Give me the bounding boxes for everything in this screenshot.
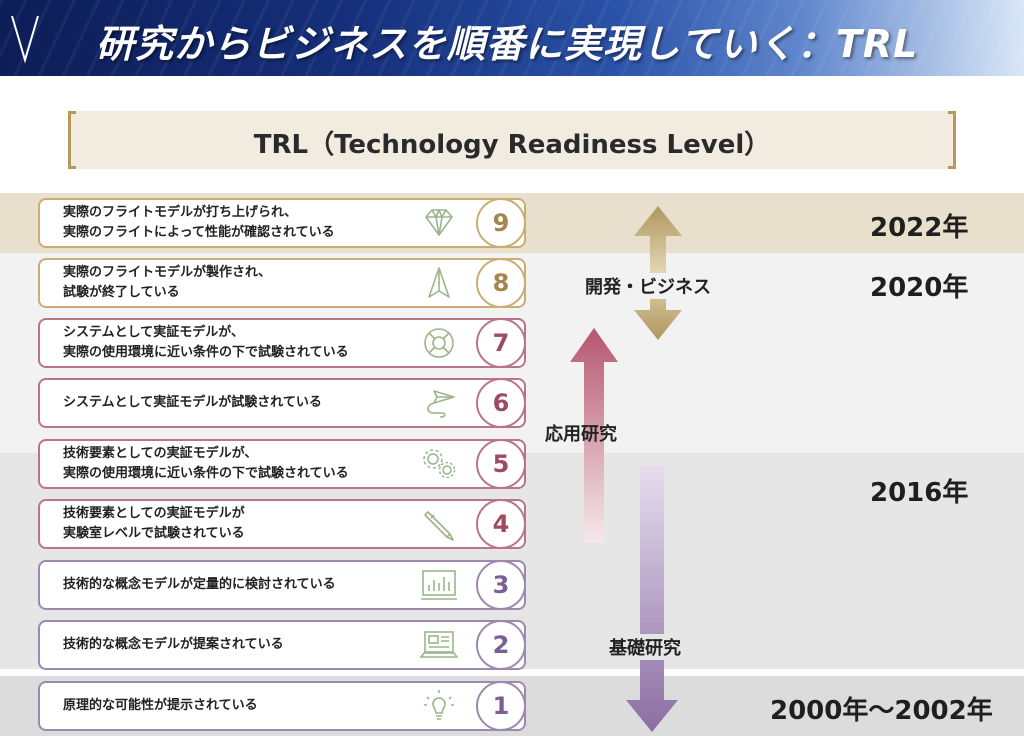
paper-plane-icon (428, 267, 450, 298)
level-number: 5 (476, 439, 526, 489)
trl-level-2: 技術的な概念モデルが提案されている 2 (38, 620, 526, 670)
level-description: 技術要素としての実証モデルが 実験室レベルで試験されている (63, 506, 245, 541)
trl-title-frame: TRL（Technology Readiness Level） (68, 111, 956, 169)
trl-level-5: 技術要素としての実証モデルが、 実際の使用環境に近い条件の下で試験されている 5 (38, 439, 526, 489)
header-banner: 研究からビジネスを順番に実現していく：TRL (0, 0, 1024, 76)
trl-level-6: システムとして実証モデルが試験されている 6 (38, 378, 526, 428)
level-number: 4 (476, 499, 526, 549)
trl-level-7: システムとして実証モデルが、 実際の使用環境に近い条件の下で試験されている 7 (38, 318, 526, 368)
year-2022: 2022年 (870, 213, 969, 243)
phase-label-business: 開発・ビジネス (582, 273, 714, 299)
year-2016: 2016年 (870, 478, 969, 508)
page-title: 研究からビジネスを順番に実現していく：TRL (96, 22, 919, 66)
level-description: 原理的な可能性が提示されている (63, 698, 258, 713)
level-description: 実際のフライトモデルが製作され、 試験が終了している (63, 265, 272, 300)
phase-label-basic: 基礎研究 (606, 634, 684, 660)
send-icon (427, 390, 455, 418)
level-description: 技術的な概念モデルが定量的に検討されている (63, 577, 336, 592)
level-description: 技術的な概念モデルが提案されている (63, 637, 284, 652)
level-number: 3 (476, 560, 526, 610)
slash-mark-icon (11, 15, 39, 64)
level-number: 7 (476, 318, 526, 368)
lifebuoy-icon (424, 328, 454, 358)
basic-research-arrow (626, 466, 678, 732)
level-description: システムとして実証モデルが試験されている (63, 395, 322, 410)
year-2020: 2020年 (870, 273, 969, 303)
diamond-icon (425, 209, 453, 236)
trl-level-9: 実際のフライトモデルが打ち上げられ、 実際のフライトによって性能が確認されている… (38, 198, 526, 248)
level-number: 8 (476, 258, 526, 308)
level-description: システムとして実証モデルが、 実際の使用環境に近い条件の下で試験されている (63, 325, 349, 360)
level-number: 6 (476, 378, 526, 428)
pencil-icon (424, 511, 454, 541)
level-description: 実際のフライトモデルが打ち上げられ、 実際のフライトによって性能が確認されている (63, 205, 335, 240)
laptop-icon (420, 631, 458, 658)
phase-label-applied: 応用研究 (545, 424, 617, 445)
year-2000-2002: 2000年〜2002年 (770, 696, 993, 726)
trl-level-8: 実際のフライトモデルが製作され、 試験が終了している 8 (38, 258, 526, 308)
trl-level-1: 原理的な可能性が提示されている 1 (38, 681, 526, 731)
trl-title: TRL（Technology Readiness Level） (253, 130, 771, 160)
frame-bracket-left (68, 111, 76, 169)
applied-research-arrow (570, 328, 618, 542)
bar-chart-icon (421, 570, 457, 600)
trl-level-4: 技術要素としての実証モデルが 実験室レベルで試験されている 4 (38, 499, 526, 549)
lightbulb-icon (424, 690, 454, 720)
frame-bracket-right (948, 111, 956, 169)
trl-level-3: 技術的な概念モデルが定量的に検討されている 3 (38, 560, 526, 610)
level-number: 1 (476, 681, 526, 731)
level-description: 技術要素としての実証モデルが、 実際の使用環境に近い条件の下で試験されている (63, 446, 349, 481)
level-number: 2 (476, 620, 526, 670)
level-number: 9 (476, 198, 526, 248)
gears-icon (423, 449, 456, 479)
